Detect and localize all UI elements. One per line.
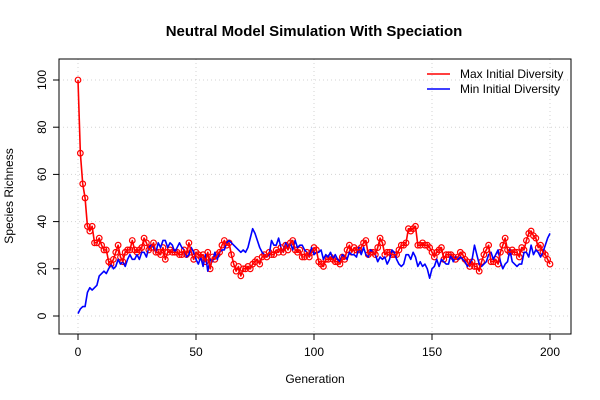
data-point-max-initial-diversity [109,255,117,263]
x-axis: 0 50 100 150 200 [75,333,560,359]
data-point-max-initial-diversity [499,241,507,249]
y-axis-label: Species Richness [2,148,16,243]
chart-title: Neutral Model Simulation With Speciation [166,23,463,40]
legend-label-max-initial-diversity: Max Initial Diversity [460,67,563,81]
x-tick-label: 150 [422,345,442,359]
legend-label-min-initial-diversity: Min Initial Diversity [460,82,560,96]
data-point-max-initial-diversity [296,246,304,254]
data-point-max-initial-diversity [320,263,327,270]
plot-frame [58,58,572,335]
series-layer [74,76,554,314]
x-tick-label: 0 [75,345,82,359]
y-tick-label: 100 [35,70,49,90]
data-point-max-initial-diversity [112,248,120,256]
data-point-max-initial-diversity [371,251,379,259]
y-tick-label: 80 [35,120,49,134]
grid [59,59,571,334]
x-tick-label: 100 [304,345,324,359]
x-tick-label: 50 [189,345,203,359]
y-axis: 0 20 40 60 80 100 [35,70,60,319]
data-point-max-initial-diversity [216,248,224,256]
series-line-min-initial-diversity [77,227,551,314]
x-axis-label: Generation [285,372,344,386]
y-tick-label: 60 [35,167,49,181]
data-point-max-initial-diversity [256,260,264,268]
data-point-max-initial-diversity [546,260,554,268]
data-point-max-initial-diversity [95,234,103,242]
series-line-max-initial-diversity [77,79,551,277]
data-point-max-initial-diversity [157,251,165,259]
x-tick-label: 200 [540,345,560,359]
legend: Max Initial Diversity Min Initial Divers… [427,67,563,96]
y-tick-label: 20 [35,262,49,276]
y-tick-label: 0 [35,312,49,319]
y-tick-label: 40 [35,215,49,229]
